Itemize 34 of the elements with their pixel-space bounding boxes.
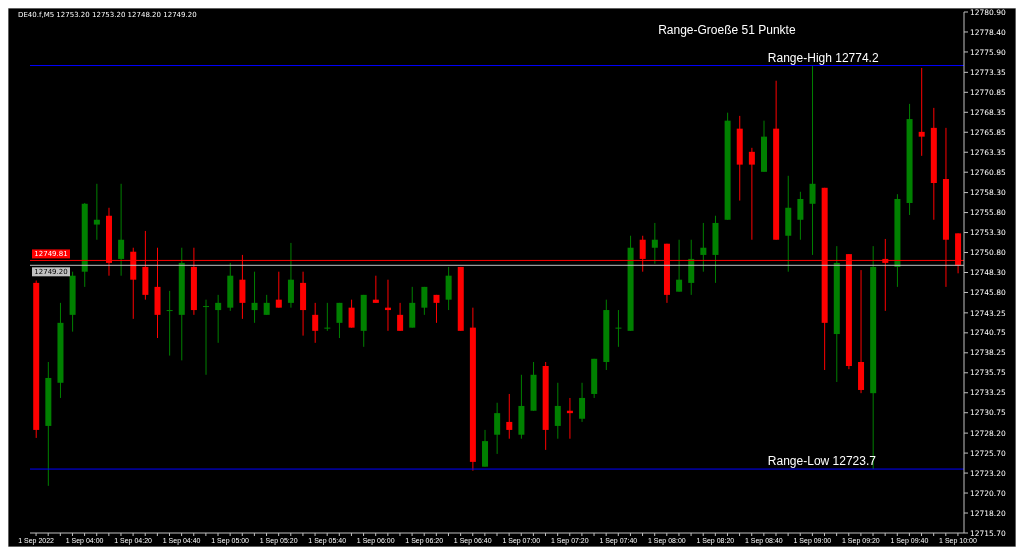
candlestick	[579, 382, 586, 423]
ref-line-label: Range-Low 12723.7	[767, 454, 877, 469]
candlestick	[93, 183, 100, 241]
candlestick	[215, 294, 222, 344]
candlestick	[676, 239, 683, 293]
candlestick	[506, 393, 513, 440]
candlestick	[918, 67, 925, 157]
ref-line-label: Range-High 12774.2	[767, 50, 879, 65]
candlestick	[397, 302, 404, 332]
candlestick	[348, 299, 355, 329]
candlestick	[748, 147, 755, 241]
annotation: Range-Groeße 51 Punkte	[658, 23, 796, 37]
candlestick	[494, 402, 501, 455]
candlestick	[336, 302, 343, 339]
candlestick	[118, 183, 125, 277]
candlestick	[651, 222, 658, 265]
candlestick	[809, 65, 816, 256]
candlestick	[688, 239, 695, 296]
candlestick	[700, 222, 707, 273]
candlestick	[287, 242, 294, 309]
candlestick	[312, 302, 319, 344]
candlestick	[433, 294, 440, 324]
candlestick	[251, 271, 258, 324]
candlestick	[275, 271, 282, 309]
candlestick	[421, 286, 428, 316]
candlestick	[324, 302, 331, 332]
candlestick	[372, 275, 379, 304]
candlestick	[797, 191, 804, 241]
candlestick	[166, 290, 173, 357]
candlestick	[445, 266, 452, 311]
candlestick	[263, 294, 270, 316]
candlestick	[203, 299, 210, 376]
candlestick	[554, 382, 561, 440]
candlestick	[615, 309, 622, 348]
